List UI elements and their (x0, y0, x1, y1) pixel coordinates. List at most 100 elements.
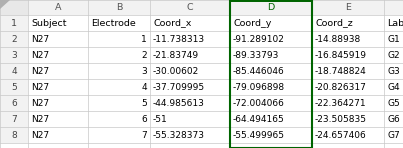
Text: -16.845919: -16.845919 (315, 50, 367, 59)
Text: -24.657406: -24.657406 (315, 131, 367, 140)
Text: -44.985613: -44.985613 (153, 99, 205, 107)
Bar (0, 127, 28, 143)
Bar (88, 127, 150, 143)
Bar (88, 15, 150, 31)
Text: 3: 3 (11, 50, 17, 59)
Bar (230, 63, 312, 79)
Text: 5: 5 (11, 82, 17, 91)
Bar (88, 63, 150, 79)
Bar (0, 0, 28, 15)
Text: G5: G5 (387, 99, 400, 107)
Bar (312, 111, 384, 127)
Text: Subject: Subject (31, 18, 66, 28)
Bar (150, 95, 230, 111)
Text: Electrode: Electrode (91, 18, 136, 28)
Text: 6: 6 (11, 99, 17, 107)
Bar (230, 31, 312, 47)
Text: 7: 7 (141, 131, 147, 140)
Bar (312, 95, 384, 111)
Text: G3: G3 (387, 66, 400, 75)
Bar (230, 79, 312, 95)
Bar (150, 15, 230, 31)
Text: -85.446046: -85.446046 (233, 66, 285, 75)
Bar (28, 79, 88, 95)
Text: 4: 4 (11, 66, 17, 75)
Bar (150, 127, 230, 143)
Text: -18.748824: -18.748824 (315, 66, 367, 75)
Bar (28, 47, 88, 63)
Text: 1: 1 (11, 18, 17, 28)
Bar (312, 79, 384, 95)
Text: -51: -51 (153, 115, 168, 123)
Text: -20.826317: -20.826317 (315, 82, 367, 91)
Polygon shape (0, 0, 10, 9)
Bar (230, 15, 312, 31)
Bar (150, 63, 230, 79)
Bar (28, 0, 88, 15)
Bar (384, 0, 403, 15)
Bar (230, 111, 312, 127)
Text: N27: N27 (31, 50, 49, 59)
Text: -89.33793: -89.33793 (233, 50, 279, 59)
Bar (0, 63, 28, 79)
Bar (230, 47, 312, 63)
Bar (0, 47, 28, 63)
Bar (384, 31, 403, 47)
Text: E: E (345, 3, 351, 12)
Bar (384, 111, 403, 127)
Text: N27: N27 (31, 115, 49, 123)
Bar (88, 47, 150, 63)
Text: -30.00602: -30.00602 (153, 66, 199, 75)
Bar (230, 95, 312, 111)
Text: N27: N27 (31, 34, 49, 44)
Text: C: C (187, 3, 193, 12)
Text: 3: 3 (141, 66, 147, 75)
Bar (88, 111, 150, 127)
Bar (0, 95, 28, 111)
Bar (384, 63, 403, 79)
Text: G2: G2 (387, 50, 400, 59)
Text: 5: 5 (141, 99, 147, 107)
Text: 2: 2 (11, 34, 17, 44)
Bar (230, 127, 312, 143)
Text: N27: N27 (31, 82, 49, 91)
Text: -14.88938: -14.88938 (315, 34, 361, 44)
Bar (312, 127, 384, 143)
Text: 1: 1 (141, 34, 147, 44)
Bar (88, 79, 150, 95)
Bar (384, 15, 403, 31)
Bar (28, 15, 88, 31)
Text: -21.83749: -21.83749 (153, 50, 199, 59)
Bar (384, 79, 403, 95)
Bar (312, 0, 384, 15)
Bar (312, 63, 384, 79)
Bar (150, 47, 230, 63)
Text: G7: G7 (387, 131, 400, 140)
Bar (0, 79, 28, 95)
Text: -23.505835: -23.505835 (315, 115, 367, 123)
Text: 2: 2 (141, 50, 147, 59)
Bar (384, 95, 403, 111)
Bar (150, 0, 230, 15)
Bar (384, 127, 403, 143)
Bar (0, 31, 28, 47)
Text: -64.494165: -64.494165 (233, 115, 285, 123)
Bar (28, 63, 88, 79)
Bar (28, 127, 88, 143)
Bar (312, 15, 384, 31)
Text: Coord_z: Coord_z (315, 18, 353, 28)
Text: -55.328373: -55.328373 (153, 131, 205, 140)
Text: -22.364271: -22.364271 (315, 99, 367, 107)
Text: 4: 4 (141, 82, 147, 91)
Bar (88, 95, 150, 111)
Bar (384, 47, 403, 63)
Bar (0, 111, 28, 127)
Text: -79.096898: -79.096898 (233, 82, 285, 91)
Bar (88, 0, 150, 15)
Text: -72.004066: -72.004066 (233, 99, 285, 107)
Text: G4: G4 (387, 82, 400, 91)
Text: G6: G6 (387, 115, 400, 123)
Bar (0, 15, 28, 31)
Text: B: B (116, 3, 122, 12)
Text: Coord_y: Coord_y (233, 18, 271, 28)
